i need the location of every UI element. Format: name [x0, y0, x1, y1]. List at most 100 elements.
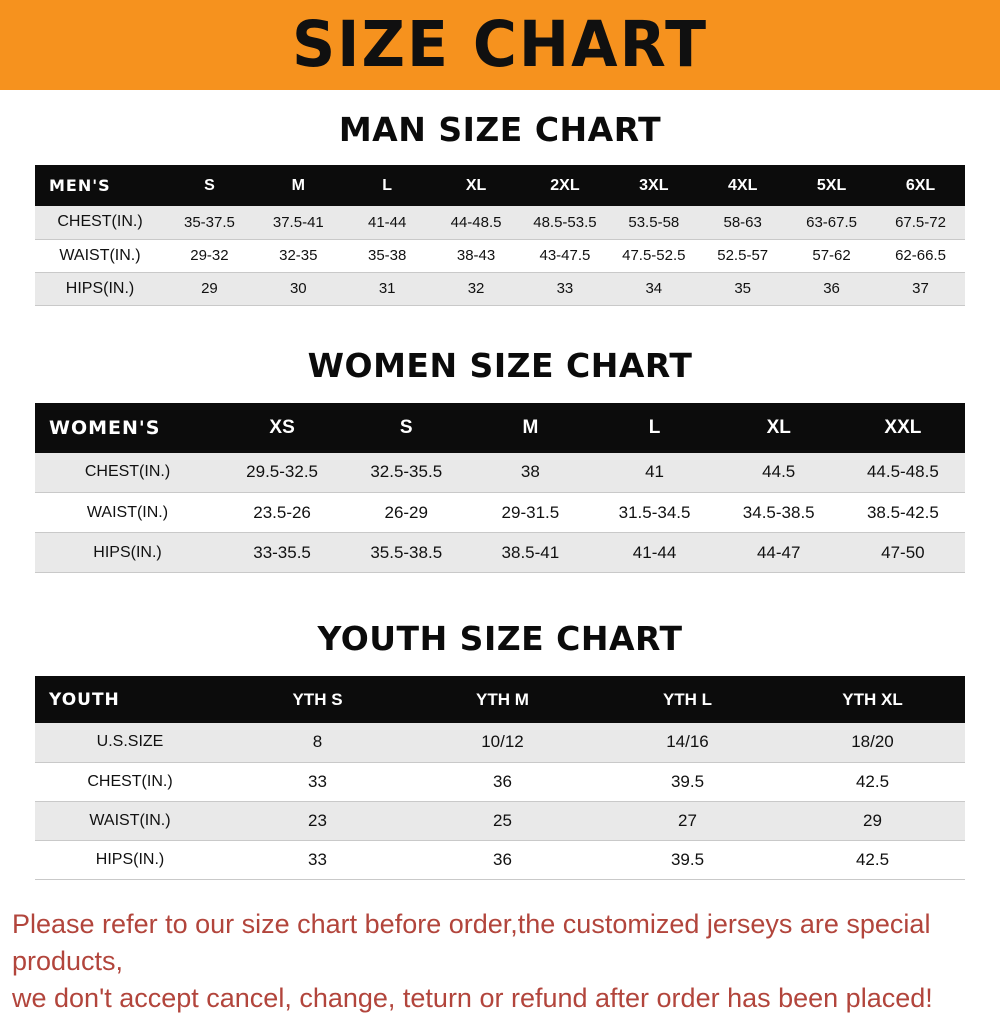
column-header: S — [344, 403, 468, 453]
size-value-cell: 18/20 — [780, 723, 965, 762]
size-value-cell: 26-29 — [344, 493, 468, 533]
footer-line-2: we don't accept cancel, change, teturn o… — [12, 980, 990, 1017]
size-value-cell: 35.5-38.5 — [344, 533, 468, 573]
table-corner-label: YOUTH — [35, 676, 225, 723]
size-value-cell: 36 — [787, 272, 876, 305]
size-value-cell: 62-66.5 — [876, 239, 965, 272]
size-value-cell: 32 — [432, 272, 521, 305]
size-value-cell: 52.5-57 — [698, 239, 787, 272]
size-value-cell: 27 — [595, 801, 780, 840]
row-label: WAIST(IN.) — [35, 493, 220, 533]
size-value-cell: 44.5 — [717, 453, 841, 493]
column-header: M — [254, 165, 343, 206]
size-value-cell: 29-31.5 — [468, 493, 592, 533]
women-section-heading: WOMEN SIZE CHART — [0, 346, 1000, 385]
row-label: WAIST(IN.) — [35, 239, 165, 272]
column-header: YTH S — [225, 676, 410, 723]
size-value-cell: 44-47 — [717, 533, 841, 573]
size-value-cell: 33 — [225, 840, 410, 879]
column-header: L — [343, 165, 432, 206]
size-value-cell: 47-50 — [841, 533, 965, 573]
size-value-cell: 42.5 — [780, 762, 965, 801]
size-value-cell: 33 — [225, 762, 410, 801]
size-value-cell: 29-32 — [165, 239, 254, 272]
footer-note: Please refer to our size chart before or… — [0, 906, 1000, 1017]
size-value-cell: 14/16 — [595, 723, 780, 762]
size-value-cell: 10/12 — [410, 723, 595, 762]
size-value-cell: 23.5-26 — [220, 493, 344, 533]
size-value-cell: 38 — [468, 453, 592, 493]
size-value-cell: 38.5-41 — [468, 533, 592, 573]
size-value-cell: 42.5 — [780, 840, 965, 879]
size-value-cell: 67.5-72 — [876, 206, 965, 239]
table-corner-label: WOMEN'S — [35, 403, 220, 453]
size-value-cell: 34.5-38.5 — [717, 493, 841, 533]
size-value-cell: 38.5-42.5 — [841, 493, 965, 533]
column-header: YTH L — [595, 676, 780, 723]
size-value-cell: 58-63 — [698, 206, 787, 239]
size-value-cell: 57-62 — [787, 239, 876, 272]
size-value-cell: 29 — [165, 272, 254, 305]
size-value-cell: 34 — [609, 272, 698, 305]
column-header: 4XL — [698, 165, 787, 206]
size-value-cell: 35-38 — [343, 239, 432, 272]
column-header: 5XL — [787, 165, 876, 206]
size-value-cell: 30 — [254, 272, 343, 305]
column-header: L — [592, 403, 716, 453]
size-value-cell: 63-67.5 — [787, 206, 876, 239]
size-value-cell: 31 — [343, 272, 432, 305]
size-value-cell: 31.5-34.5 — [592, 493, 716, 533]
row-label: CHEST(IN.) — [35, 762, 225, 801]
column-header: XS — [220, 403, 344, 453]
size-value-cell: 41-44 — [343, 206, 432, 239]
size-value-cell: 35-37.5 — [165, 206, 254, 239]
banner: SIZE CHART — [0, 0, 1000, 90]
size-value-cell: 32-35 — [254, 239, 343, 272]
column-header: XXL — [841, 403, 965, 453]
column-header: S — [165, 165, 254, 206]
row-label: CHEST(IN.) — [35, 453, 220, 493]
column-header: M — [468, 403, 592, 453]
size-value-cell: 32.5-35.5 — [344, 453, 468, 493]
size-value-cell: 37.5-41 — [254, 206, 343, 239]
size-value-cell: 53.5-58 — [609, 206, 698, 239]
column-header: 6XL — [876, 165, 965, 206]
size-value-cell: 44.5-48.5 — [841, 453, 965, 493]
size-value-cell: 39.5 — [595, 840, 780, 879]
row-label: CHEST(IN.) — [35, 206, 165, 239]
size-value-cell: 36 — [410, 840, 595, 879]
size-value-cell: 39.5 — [595, 762, 780, 801]
page-title: SIZE CHART — [292, 14, 708, 77]
column-header: YTH M — [410, 676, 595, 723]
size-value-cell: 41-44 — [592, 533, 716, 573]
men-section-heading: MAN SIZE CHART — [0, 110, 1000, 149]
size-value-cell: 29 — [780, 801, 965, 840]
size-value-cell: 41 — [592, 453, 716, 493]
row-label: U.S.SIZE — [35, 723, 225, 762]
size-value-cell: 37 — [876, 272, 965, 305]
youth-section-heading: YOUTH SIZE CHART — [0, 619, 1000, 658]
size-value-cell: 8 — [225, 723, 410, 762]
footer-line-1: Please refer to our size chart before or… — [12, 906, 990, 981]
size-value-cell: 43-47.5 — [521, 239, 610, 272]
size-value-cell: 44-48.5 — [432, 206, 521, 239]
column-header: XL — [717, 403, 841, 453]
